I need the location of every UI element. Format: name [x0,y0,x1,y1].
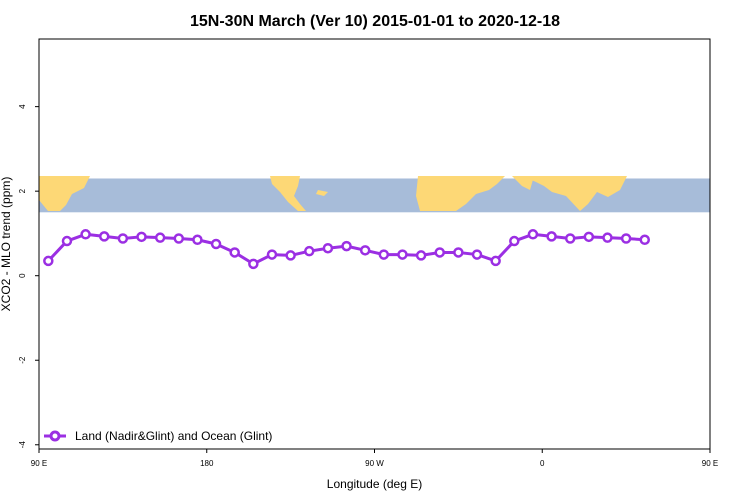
data-point [490,255,501,267]
data-point [210,238,222,250]
data-point [117,233,129,244]
data-point [415,250,427,261]
legend: Land (Nadir&Glint) and Ocean (Glint) [44,429,272,443]
map-landmass-6 [522,176,627,211]
map-landmass-5 [512,176,534,190]
y-tick-label: 2 [18,188,27,193]
data-point [509,235,520,247]
data-point [359,245,371,256]
y-tick-label: 4 [18,104,27,109]
x-tick-label: 180 [200,459,214,468]
series-layer [43,229,651,270]
data-point [173,233,185,244]
x-tick-label: 90 E [702,459,718,468]
data-point [43,255,54,267]
x-axis: 90 E 180 90 W 0 90 E [31,449,718,468]
map-land [39,176,627,211]
data-point [80,229,91,240]
data-point [639,234,651,246]
data-point [546,231,557,242]
y-axis: -4 -2 0 2 4 [18,104,39,448]
data-point [583,231,595,243]
data-point [397,249,408,260]
y-tick-label: -4 [18,441,27,449]
y-axis-label: XCO2 - MLO trend (ppm) [0,177,13,312]
y-tick-label: -2 [18,356,27,364]
data-point [285,250,296,261]
world-map-band [39,176,710,213]
map-landmass-3 [316,190,328,196]
data-point [620,233,632,244]
data-point [61,235,73,247]
x-tick-label: 90 W [365,459,384,468]
data-point [341,240,352,252]
data-point [192,234,203,246]
map-landmass-4 [416,176,505,211]
data-point [266,249,278,260]
data-point [378,249,390,260]
data-point [136,231,147,243]
data-point [304,245,315,257]
data-point [248,258,259,270]
x-tick-label: 0 [540,459,545,468]
plot-frame [38,38,711,450]
map-landmass-2 [270,176,306,211]
y-tick-label: 0 [18,273,27,278]
x-tick-label: 90 E [31,459,47,468]
data-point [471,249,483,260]
chart-title: 15N-30N March (Ver 10) 2015-01-01 to 202… [190,13,560,30]
data-point [453,247,464,258]
data-point [322,242,334,254]
data-point [527,229,539,240]
map-landmass-1 [39,176,90,211]
legend-label: Land (Nadir&Glint) and Ocean (Glint) [75,429,272,443]
data-point [564,233,576,244]
data-point [98,231,110,242]
data-point [434,247,445,258]
legend-marker [49,430,61,442]
data-point [154,232,166,243]
data-point [602,232,613,243]
x-axis-label: Longitude (deg E) [327,477,422,491]
data-point [229,247,240,258]
